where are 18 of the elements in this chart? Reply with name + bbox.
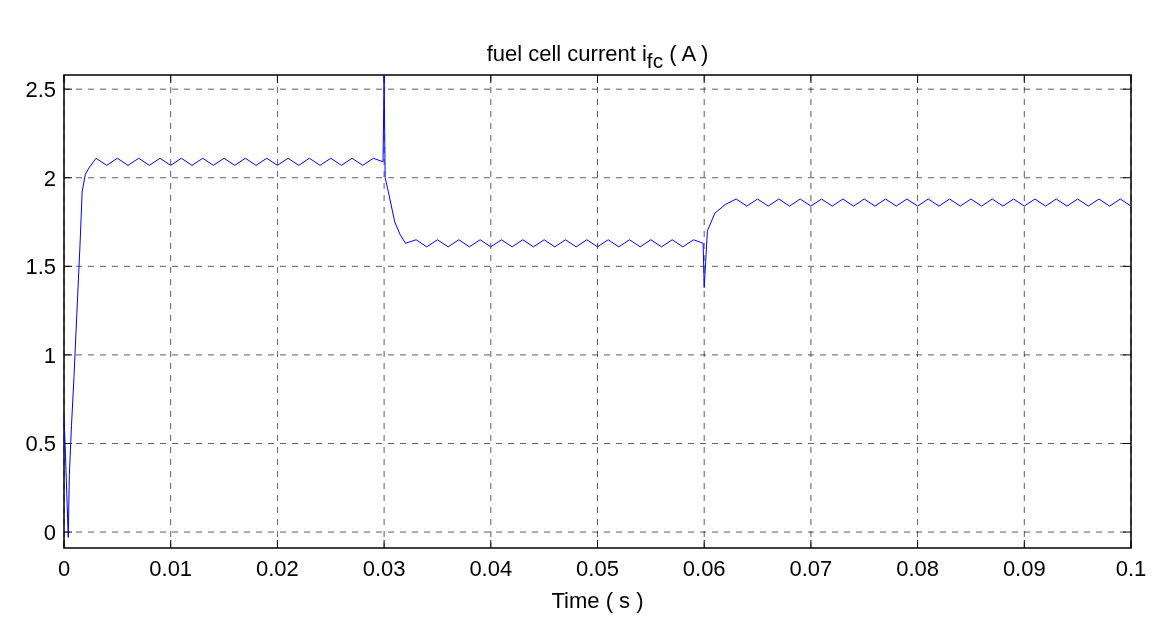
x-tick-label: 0.09 <box>1002 556 1046 581</box>
y-tick-label: 2 <box>43 165 56 191</box>
y-tick-label: 2.5 <box>25 77 56 103</box>
x-tick-label: 0.1 <box>1115 556 1147 581</box>
x-tick-label: 0.05 <box>576 556 619 581</box>
y-tick-label: 1.5 <box>25 254 56 280</box>
y-tick-label: 1 <box>43 342 56 368</box>
y-tick-label: 0.5 <box>25 431 56 457</box>
x-tick-label: 0.01 <box>149 556 193 581</box>
x-tick-label: 0.02 <box>255 556 299 581</box>
line-series <box>63 74 1132 538</box>
x-tick-label: 0.07 <box>789 556 833 581</box>
x-tick-label: 0.03 <box>362 556 406 581</box>
x-tick-label: 0.04 <box>469 556 513 581</box>
x-tick-label: 0.08 <box>896 556 940 581</box>
x-axis-title: Time ( s ) <box>551 588 644 613</box>
y-tick-label: 0 <box>43 520 56 546</box>
x-tick-label: 0.06 <box>682 556 726 581</box>
